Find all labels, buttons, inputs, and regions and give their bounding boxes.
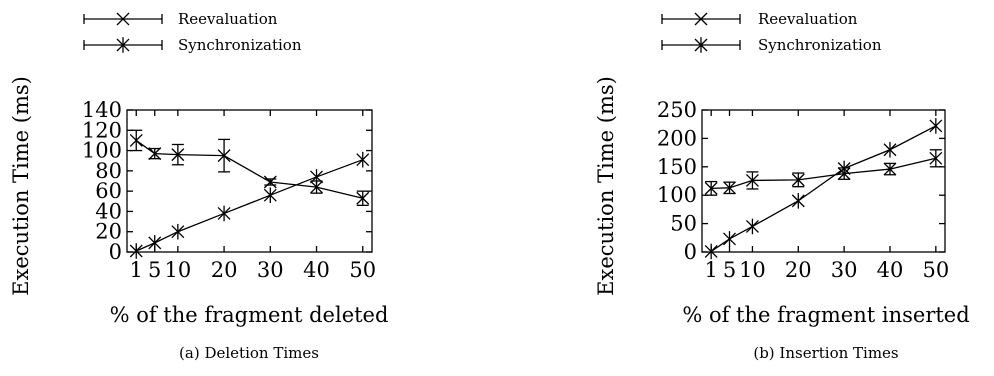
data-point-x-marker bbox=[929, 151, 943, 165]
data-point-x-marker bbox=[791, 173, 805, 187]
data-point-x-marker bbox=[217, 149, 231, 163]
data-point-x-marker bbox=[704, 181, 718, 195]
data-point-x-marker bbox=[883, 162, 897, 176]
legend-label: Synchronization bbox=[758, 36, 882, 54]
data-point-asterisk-marker bbox=[929, 118, 943, 134]
y-tick-label: 120 bbox=[82, 118, 122, 142]
data-point-asterisk-marker bbox=[171, 223, 185, 240]
y-tick-label: 100 bbox=[82, 139, 122, 163]
x-tick-label: 5 bbox=[148, 258, 161, 282]
x-tick-label: 50 bbox=[922, 258, 949, 282]
legend-x-marker bbox=[116, 12, 130, 26]
data-point-x-marker bbox=[356, 191, 370, 205]
legend-asterisk-marker bbox=[694, 37, 708, 53]
y-tick-label: 0 bbox=[684, 240, 697, 264]
series-line bbox=[135, 139, 363, 199]
data-point-asterisk-marker bbox=[745, 218, 759, 235]
data-point-x-marker bbox=[723, 181, 736, 195]
y-axis-label: Execution Time (ms) bbox=[9, 76, 33, 296]
data-point-asterisk-marker bbox=[356, 151, 370, 168]
y-tick-label: 20 bbox=[95, 220, 122, 244]
y-tick-label: 0 bbox=[109, 240, 122, 264]
data-point-x-marker bbox=[745, 173, 759, 187]
data-point-asterisk-marker bbox=[263, 187, 277, 203]
data-point-x-marker bbox=[310, 180, 323, 194]
data-point-x-marker bbox=[129, 133, 143, 147]
legend-entry-reevaluation: Reevaluation bbox=[661, 10, 858, 28]
y-tick-label: 40 bbox=[95, 199, 122, 223]
chart-b: 0 50 100 150 200 250 1 5 10 20 30 40 50 Execution Tim… bbox=[594, 10, 970, 362]
series-reevaluation bbox=[704, 149, 943, 196]
series-synchronization bbox=[129, 151, 370, 259]
y-tick-label: 140 bbox=[82, 98, 122, 122]
legend-entry-synchronization: Synchronization bbox=[661, 36, 882, 54]
x-tick-label: 30 bbox=[257, 258, 284, 282]
legend-entry-reevaluation: Reevaluation bbox=[83, 10, 278, 28]
data-point-asterisk-marker bbox=[310, 169, 323, 185]
y-tick-label: 100 bbox=[657, 183, 697, 207]
legend-label: Synchronization bbox=[178, 36, 302, 54]
y-tick-label: 250 bbox=[657, 98, 697, 122]
x-tick-label: 1 bbox=[704, 258, 717, 282]
x-tick-label: 40 bbox=[877, 258, 904, 282]
x-tick-label: 5 bbox=[723, 258, 736, 282]
legend-x-marker bbox=[694, 12, 708, 26]
legend-label: Reevaluation bbox=[758, 10, 858, 28]
chart-caption: (a) Deletion Times bbox=[179, 344, 319, 362]
series-line bbox=[710, 125, 937, 252]
legend-entry-synchronization: Synchronization bbox=[83, 36, 302, 54]
data-point-asterisk-marker bbox=[129, 243, 143, 259]
data-point-asterisk-marker bbox=[837, 160, 851, 177]
data-point-asterisk-marker bbox=[883, 141, 897, 158]
x-tick-label: 10 bbox=[739, 258, 766, 282]
x-tick-label: 50 bbox=[349, 258, 376, 282]
x-axis-label: % of the fragment inserted bbox=[682, 303, 969, 327]
plot-frame bbox=[126, 109, 373, 253]
data-point-x-marker bbox=[263, 175, 277, 189]
x-tick-label: 10 bbox=[164, 258, 191, 282]
y-tick-label: 50 bbox=[670, 212, 697, 236]
chart-caption: (b) Insertion Times bbox=[753, 344, 898, 362]
y-tick-label: 60 bbox=[95, 179, 122, 203]
x-tick-label: 20 bbox=[211, 258, 238, 282]
x-tick-label: 40 bbox=[303, 258, 330, 282]
data-point-asterisk-marker bbox=[723, 231, 736, 247]
y-axis-label: Execution Time (ms) bbox=[594, 76, 618, 296]
legend-asterisk-marker bbox=[116, 37, 130, 53]
x-tick-label: 1 bbox=[130, 258, 143, 282]
data-point-x-marker bbox=[148, 147, 162, 161]
series-reevaluation bbox=[129, 129, 370, 206]
data-point-asterisk-marker bbox=[148, 235, 162, 251]
x-axis-label: % of the fragment deleted bbox=[110, 303, 389, 327]
plot-frame bbox=[701, 109, 946, 253]
data-point-asterisk-marker bbox=[217, 205, 231, 222]
data-point-x-marker bbox=[171, 148, 185, 162]
data-point-asterisk-marker bbox=[791, 193, 805, 209]
x-tick-label: 20 bbox=[785, 258, 812, 282]
y-tick-label: 80 bbox=[95, 159, 122, 183]
y-tick-label: 150 bbox=[657, 155, 697, 179]
y-tick-label: 200 bbox=[657, 126, 697, 150]
series-synchronization bbox=[704, 118, 943, 260]
x-tick-label: 30 bbox=[831, 258, 858, 282]
series-line bbox=[135, 159, 363, 252]
legend-label: Reevaluation bbox=[178, 10, 278, 28]
data-point-asterisk-marker bbox=[704, 243, 718, 260]
